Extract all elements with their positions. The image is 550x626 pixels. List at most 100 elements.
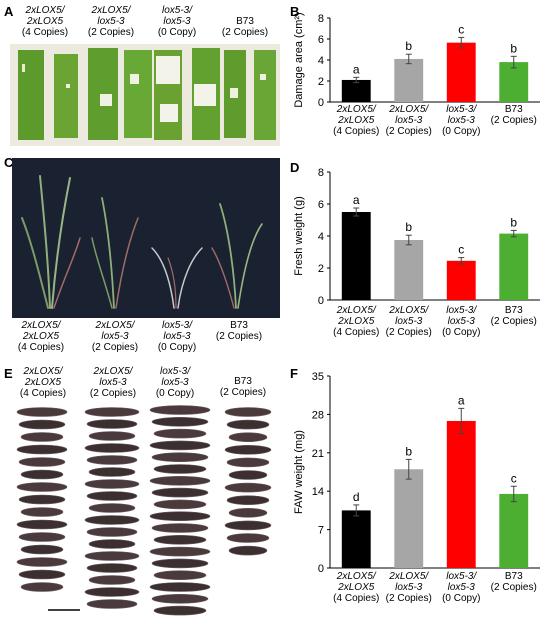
significance-letter-1: d bbox=[353, 490, 360, 504]
category-line2: lox5-3 bbox=[448, 115, 476, 126]
larva bbox=[153, 464, 207, 474]
larva bbox=[88, 467, 136, 477]
larva bbox=[149, 546, 211, 557]
genotype-line2: lox5-3 bbox=[163, 331, 191, 342]
bar-2 bbox=[394, 58, 424, 102]
significance-letter-1: a bbox=[353, 193, 360, 207]
y-axis-label: Fresh weight (g) bbox=[293, 196, 305, 275]
category-line1: lox5-3/ bbox=[446, 104, 477, 115]
category-copies: (2 Copies) bbox=[386, 593, 432, 604]
larva bbox=[228, 508, 268, 518]
significance-letter-1: a bbox=[353, 62, 360, 76]
panel-letter-a: A bbox=[4, 4, 14, 19]
significance-letter-4: b bbox=[510, 41, 517, 55]
copy-number: (0 Copy) bbox=[157, 27, 197, 38]
bar-4 bbox=[499, 62, 529, 102]
larva bbox=[86, 419, 138, 429]
significance-letter-2: b bbox=[405, 39, 412, 53]
genotype-line1: 2xLOX5/ bbox=[25, 5, 65, 16]
bar-2 bbox=[394, 240, 424, 300]
larva bbox=[16, 407, 68, 417]
copy-number: (0 Copy) bbox=[155, 388, 195, 399]
bar-1 bbox=[341, 212, 371, 300]
category-line1: lox5-3/ bbox=[446, 305, 477, 316]
copy-number: (0 Copy) bbox=[157, 342, 197, 353]
larva bbox=[151, 558, 209, 569]
larva bbox=[86, 563, 138, 573]
genotype-line2: lox5-3 bbox=[161, 377, 189, 388]
copy-number: (4 Copies) bbox=[17, 342, 65, 353]
category-line1: 2xLOX5/ bbox=[336, 104, 377, 115]
larva bbox=[153, 570, 207, 580]
panel-letter-e: E bbox=[4, 366, 13, 381]
copy-number: (2 Copies) bbox=[91, 342, 139, 353]
larva bbox=[149, 511, 211, 521]
y-tick-label: 7 bbox=[318, 525, 324, 537]
category-copies: (0 Copy) bbox=[442, 126, 480, 137]
larva bbox=[151, 594, 209, 604]
larva bbox=[20, 507, 64, 517]
panel-a-label-1: 2xLOX5/ 2xLOX5 (4 Copies) bbox=[14, 5, 76, 38]
y-tick-label: 35 bbox=[312, 371, 324, 383]
genotype-line1: B73 bbox=[230, 320, 248, 331]
panel-letter-d: D bbox=[290, 160, 300, 175]
copy-number: (2 Copies) bbox=[219, 387, 267, 398]
larva bbox=[16, 519, 68, 530]
larva bbox=[20, 432, 64, 442]
category-line1: 2xLOX5/ bbox=[388, 104, 429, 115]
y-tick-label: 6 bbox=[318, 199, 324, 211]
y-axis-label: FAW weight (mg) bbox=[293, 430, 305, 514]
panel-letter-b: B bbox=[290, 4, 300, 19]
larva bbox=[88, 503, 136, 513]
genotype-line1: 2xLOX5/ bbox=[23, 366, 63, 377]
plant-silhouettes bbox=[21, 175, 263, 309]
larva bbox=[18, 569, 66, 580]
y-tick-label: 4 bbox=[318, 231, 324, 243]
y-tick-label: 21 bbox=[312, 448, 324, 460]
chart-damage-area: Damage area (cm²) 0 2 4 6 8 a 2xLOX5/2xLOX5(4 C… bbox=[293, 12, 540, 137]
category-line1: B73 bbox=[505, 104, 523, 115]
bar-3 bbox=[446, 42, 476, 102]
larva bbox=[224, 520, 272, 531]
leaf-damage-photo bbox=[10, 44, 280, 146]
panel-c-label-3: lox5-3/ lox5-3 (0 Copy) bbox=[146, 320, 208, 353]
panel-c-label-4: B73 (2 Copies) bbox=[208, 320, 270, 342]
genotype-line1: 2xLOX5/ bbox=[93, 366, 133, 377]
panel-e-label-3: lox5-3/ lox5-3 (0 Copy) bbox=[144, 366, 206, 399]
larva bbox=[16, 444, 68, 455]
larva bbox=[224, 482, 272, 493]
y-tick-label: 14 bbox=[312, 486, 324, 498]
y-tick-label: 2 bbox=[318, 263, 324, 275]
copy-number: (2 Copies) bbox=[87, 27, 135, 38]
category-copies: (4 Copies) bbox=[333, 593, 379, 604]
larva bbox=[224, 407, 272, 417]
panel-c-label-1: 2xLOX5/ 2xLOX5 (4 Copies) bbox=[10, 320, 72, 353]
copy-number: (4 Copies) bbox=[21, 27, 69, 38]
category-line1: 2xLOX5/ bbox=[336, 571, 377, 582]
category-copies: (2 Copies) bbox=[386, 126, 432, 137]
panel-e-label-4: B73 (2 Copies) bbox=[212, 376, 274, 398]
larva bbox=[151, 416, 209, 427]
category-line1: lox5-3/ bbox=[446, 571, 477, 582]
leaf-strip bbox=[18, 48, 276, 140]
bar-4 bbox=[499, 493, 529, 568]
larva bbox=[226, 419, 270, 430]
genotype-line2: 2xLOX5 bbox=[26, 16, 64, 27]
larva bbox=[18, 532, 66, 542]
genotype-line1: 2xLOX5/ bbox=[21, 320, 61, 331]
category-copies: (0 Copy) bbox=[442, 327, 480, 338]
larva bbox=[228, 545, 268, 556]
bar-2 bbox=[394, 469, 424, 568]
larva bbox=[226, 457, 270, 468]
larva bbox=[151, 452, 209, 463]
category-line2: 2xLOX5 bbox=[337, 115, 375, 126]
genotype-line1: lox5-3/ bbox=[161, 5, 192, 16]
larva bbox=[228, 432, 268, 443]
category-line2: lox5-3 bbox=[448, 316, 476, 327]
category-copies: (2 Copies) bbox=[491, 115, 537, 126]
y-tick-label: 2 bbox=[318, 76, 324, 88]
y-tick-label: 0 bbox=[318, 97, 324, 109]
copy-number: (4 Copies) bbox=[19, 388, 67, 399]
y-tick-label: 0 bbox=[318, 295, 324, 307]
larva bbox=[16, 482, 68, 492]
